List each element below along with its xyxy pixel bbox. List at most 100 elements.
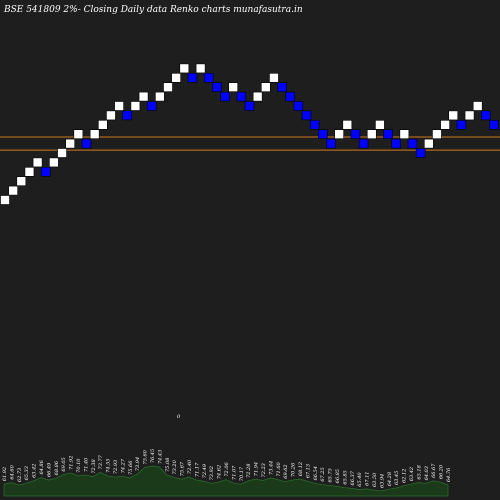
- volume-label: 75.67: [180, 461, 186, 476]
- brick-up: [334, 129, 344, 139]
- volume-label: 63.45: [394, 471, 400, 485]
- brick-down: [301, 110, 312, 121]
- volume-label: 66.20: [439, 464, 445, 479]
- volume-label: 64.60: [9, 464, 15, 479]
- volume-label: 67.11: [365, 472, 371, 486]
- brick-up: [106, 110, 116, 121]
- volume-label: 72.28: [246, 464, 252, 478]
- brick-up: [24, 167, 35, 177]
- brick-down: [285, 91, 296, 102]
- brick-down: [309, 120, 320, 130]
- volume-area: [3, 465, 449, 497]
- brick-up: [98, 120, 108, 130]
- volume-label: 72.93: [113, 460, 119, 474]
- volume-label: 61.92: [2, 467, 8, 481]
- brick-up: [375, 120, 385, 130]
- brick-up: [423, 138, 434, 149]
- volume-label: 65.18: [416, 465, 422, 479]
- brick-down: [293, 101, 304, 111]
- brick-down: [358, 138, 369, 149]
- volume-label: 71.60: [276, 461, 282, 476]
- brick-down: [187, 73, 198, 83]
- brick-down: [236, 91, 247, 102]
- brick-up: [73, 129, 84, 139]
- volume-label: 75.66: [128, 460, 134, 475]
- volume-label: 73.44: [268, 461, 274, 475]
- volume-label: 66.37: [350, 470, 356, 485]
- volume-label: 64.76: [446, 467, 452, 482]
- brick-up: [342, 120, 353, 130]
- volume-marker: 0: [177, 414, 181, 420]
- brick-down: [326, 138, 336, 149]
- brick-down: [489, 120, 499, 130]
- volume-label: 76.45: [150, 449, 156, 463]
- volume-label: 73.92: [209, 466, 215, 480]
- volume-label: 63.50: [372, 472, 378, 487]
- brick-up: [195, 63, 206, 74]
- brick-down: [391, 138, 402, 149]
- brick-down: [456, 120, 467, 130]
- brick-up: [269, 73, 279, 83]
- brick-down: [40, 167, 51, 177]
- volume-label: 69.05: [61, 457, 67, 471]
- volume-label: 71.07: [231, 465, 237, 480]
- volume-label: 75.08: [165, 458, 171, 472]
- brick-up: [171, 73, 181, 83]
- volume-label: 70.17: [239, 466, 245, 481]
- volume-label: 64.86: [39, 459, 45, 474]
- volume-label: 71.17: [194, 462, 200, 477]
- volume-label: 75.60: [143, 449, 149, 464]
- volume-label: 64.03: [424, 466, 430, 480]
- brick-up: [179, 63, 190, 74]
- renko-bricks: [0, 63, 499, 205]
- volume-label: 71.40: [83, 457, 89, 472]
- brick-up: [8, 185, 18, 196]
- brick-down: [318, 129, 328, 139]
- volume-label: 70.10: [76, 458, 82, 473]
- volume-label: 73.94: [135, 457, 141, 471]
- brick-up: [130, 101, 141, 111]
- brick-down: [415, 148, 426, 158]
- volume-label: 62.73: [17, 468, 23, 482]
- brick-up: [16, 176, 27, 186]
- brick-up: [252, 91, 263, 102]
- brick-up: [472, 101, 483, 111]
- brick-up: [399, 129, 410, 139]
- brick-down: [383, 129, 393, 139]
- volume-label: 63.42: [409, 467, 415, 481]
- volume-label: 63.94: [379, 474, 385, 488]
- brick-up: [432, 129, 442, 139]
- brick-down: [277, 82, 287, 92]
- volume-label: 72.23: [261, 463, 267, 477]
- volume-label: 65.85: [342, 470, 348, 484]
- brick-down: [212, 82, 222, 92]
- volume-label: 67.25: [320, 467, 326, 481]
- volume-label: 69.62: [283, 464, 289, 478]
- volume-label: 68.12: [298, 462, 304, 476]
- volume-label: 62.12: [402, 469, 408, 483]
- brick-down: [244, 101, 255, 111]
- brick-up: [57, 148, 67, 158]
- brick-up: [49, 157, 59, 168]
- brick-down: [81, 138, 92, 149]
- brick-up: [155, 91, 165, 102]
- volume-label: 66.49: [46, 462, 52, 477]
- volume-label: 71.92: [69, 456, 75, 470]
- brick-up: [163, 82, 173, 92]
- volume-label: 66.54: [313, 466, 319, 480]
- brick-up: [89, 129, 100, 139]
- volume-label: 72.06: [224, 461, 230, 476]
- brick-down: [146, 101, 157, 111]
- brick-down: [481, 110, 491, 121]
- brick-up: [440, 120, 450, 130]
- volume-labels: 61.92 64.60 62.73 65.33 63.42 64.86 66.49 68.86…: [2, 449, 452, 488]
- volume-label: 66.85: [335, 469, 341, 483]
- volume-label: 65.33: [24, 466, 30, 480]
- volume-label: 73.77: [98, 454, 104, 469]
- brick-up: [464, 110, 475, 121]
- brick-down: [220, 91, 230, 102]
- volume-label: 63.42: [32, 464, 38, 478]
- brick-up: [448, 110, 459, 121]
- volume-label: 71.94: [254, 462, 260, 476]
